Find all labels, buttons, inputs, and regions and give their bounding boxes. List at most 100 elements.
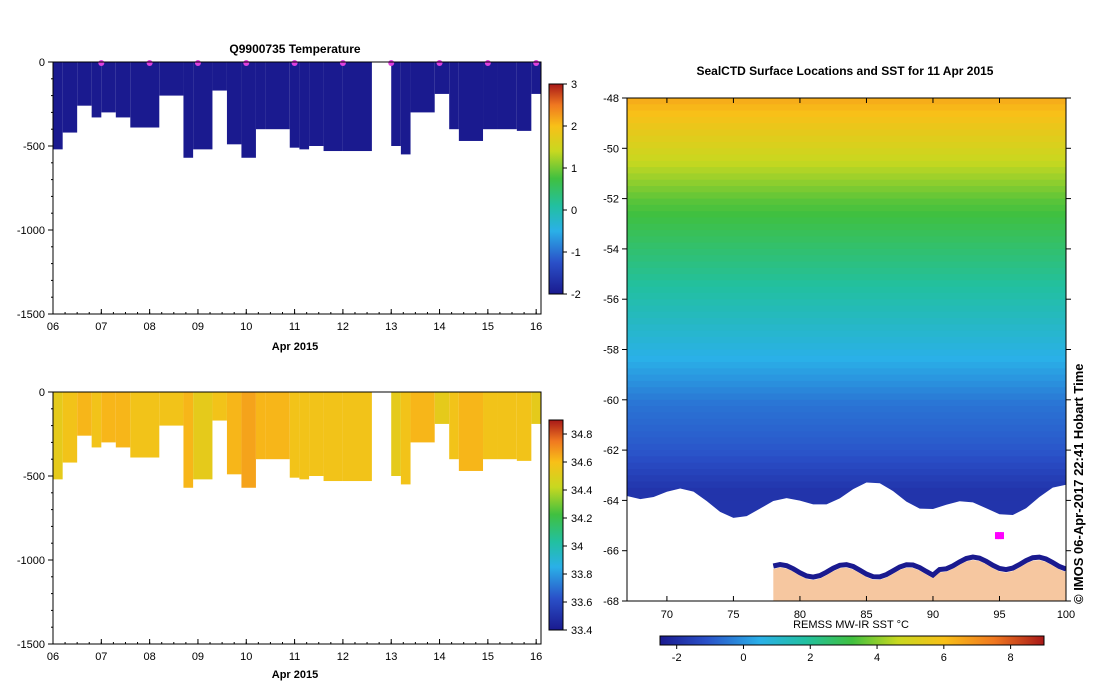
sst-band	[627, 406, 1066, 413]
x-tick-label: 07	[95, 321, 107, 333]
seal-location-point	[994, 532, 999, 537]
profile-column	[241, 62, 256, 158]
sst-band	[627, 236, 1066, 244]
temperature-y-ticks: 0 -500 -1000 -1500	[17, 57, 53, 321]
salinity-panel: 06 07 08 09 10 11 12 13 14 15 16 0 -500 -1000 -1500 A…	[17, 387, 593, 681]
temperature-x-ticks: 06 07 08 09 10 11 12 13 14 15 16	[47, 309, 542, 333]
surface-marker	[484, 60, 491, 66]
y-tick-label: -500	[23, 471, 45, 483]
sst-band	[627, 305, 1066, 313]
colorbar-tick-label: 2	[571, 121, 577, 133]
sst-band	[627, 487, 1066, 495]
surface-marker	[243, 60, 250, 66]
sst-band	[627, 173, 1066, 181]
x-tick-label: 10	[240, 651, 252, 663]
map-lon-ticks: 70 75 80 85 90 95 100	[661, 98, 1075, 621]
sst-band	[627, 104, 1066, 112]
sst-band	[627, 167, 1066, 175]
surface-marker	[339, 60, 346, 66]
profile-column	[193, 62, 213, 150]
temperature-profiles	[53, 62, 541, 158]
profile-column	[91, 62, 102, 118]
profile-column	[289, 392, 300, 478]
sst-band	[627, 148, 1066, 156]
sst-band	[627, 324, 1066, 332]
profile-column	[212, 62, 227, 91]
sst-band	[627, 443, 1066, 451]
sst-field	[627, 98, 1066, 601]
x-tick-label: 16	[530, 321, 542, 333]
sst-band	[627, 343, 1066, 351]
sst-band	[627, 274, 1066, 281]
profile-column	[309, 62, 324, 146]
salinity-colorbar	[548, 419, 564, 631]
colorbar-tick-label: 34.8	[571, 429, 592, 441]
profile-column	[516, 392, 532, 461]
salinity-profiles	[53, 392, 541, 488]
y-tick-label: -1500	[17, 639, 45, 651]
sst-band	[627, 399, 1066, 407]
profile-column	[342, 62, 372, 152]
sst-colorbar-label: REMSS MW-IR SST °C	[793, 619, 909, 631]
y-tick-label: 0	[39, 387, 45, 399]
profile-column	[289, 62, 300, 148]
surface-marker	[194, 60, 201, 66]
profile-column	[226, 62, 242, 145]
profile-column	[391, 62, 401, 146]
x-tick-label: 11	[289, 321, 300, 333]
temperature-panel: Q9900735 Temperature 06 07 08 09 10 11 12 13 14 1…	[17, 42, 581, 353]
lat-tick-label: -48	[603, 93, 619, 105]
y-tick-label: 0	[39, 57, 45, 69]
salinity-xlabel: Apr 2015	[272, 669, 318, 681]
sst-band	[627, 387, 1066, 395]
lat-tick-label: -66	[603, 546, 619, 558]
x-tick-label: 14	[433, 321, 445, 333]
sst-band	[627, 362, 1066, 369]
seal-location-point	[997, 532, 1002, 537]
profile-column	[434, 392, 450, 424]
sst-band	[627, 255, 1066, 263]
sst-band	[627, 179, 1066, 187]
sst-band	[627, 468, 1066, 476]
lat-tick-label: -62	[603, 445, 619, 457]
profile-column	[449, 62, 459, 130]
sst-band	[627, 418, 1066, 426]
profile-column	[193, 392, 213, 480]
profile-column	[91, 392, 102, 448]
x-tick-label: 09	[192, 651, 204, 663]
profile-column	[115, 392, 131, 448]
sst-band	[627, 412, 1066, 420]
seal-locations	[994, 532, 1004, 540]
profile-column	[101, 62, 116, 113]
sst-band	[627, 116, 1066, 124]
profile-column	[342, 392, 372, 482]
colorbar-tick-label: 1	[571, 163, 577, 175]
sst-band	[627, 248, 1066, 256]
salinity-y-ticks: 0 -500 -1000 -1500	[17, 387, 53, 651]
colorbar-tick-label: 34	[571, 541, 583, 553]
x-tick-label: 09	[192, 321, 204, 333]
seal-location-point	[994, 535, 999, 540]
profile-column	[241, 392, 256, 488]
profile-column	[77, 392, 92, 436]
seal-location-point	[997, 535, 1002, 540]
sst-band	[627, 355, 1066, 363]
sst-band	[627, 368, 1066, 376]
map-title: SealCTD Surface Locations and SST for 11…	[697, 64, 994, 78]
sst-band	[627, 424, 1066, 432]
lat-tick-label: -52	[603, 194, 619, 206]
sst-map-panel: SealCTD Surface Locations and SST for 11…	[603, 64, 1075, 664]
profile-column	[159, 62, 184, 96]
sst-colorbar-tick-label: 0	[740, 652, 746, 664]
profile-column	[159, 392, 184, 426]
y-tick-label: -1000	[17, 225, 45, 237]
sst-band	[627, 311, 1066, 319]
seal-location-point	[999, 532, 1004, 537]
temperature-colorbar	[548, 83, 564, 295]
ice-edge	[772, 554, 1066, 580]
sst-band	[627, 450, 1066, 457]
profile-column	[410, 392, 435, 443]
colorbar-tick-label: 34.4	[571, 485, 592, 497]
profile-column	[458, 62, 484, 141]
sst-band	[627, 292, 1066, 300]
